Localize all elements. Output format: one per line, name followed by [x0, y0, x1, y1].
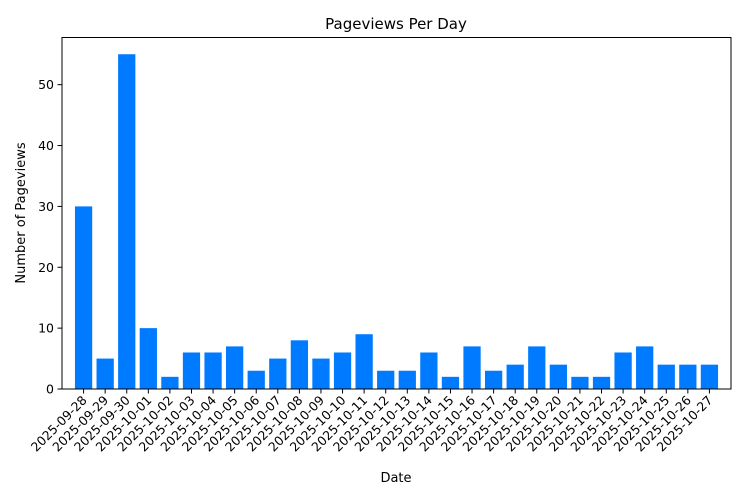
bar-2025-10-10 — [333, 352, 352, 389]
y-tick-label: 50 — [38, 77, 54, 92]
bar-2025-10-02 — [161, 376, 179, 389]
bar-2025-09-29 — [96, 358, 114, 389]
bar-2025-10-14 — [420, 352, 438, 389]
bar-2025-10-06 — [247, 370, 265, 389]
bar-2025-10-16 — [463, 346, 481, 389]
x-axis-label: Date — [380, 471, 411, 486]
bars-group — [74, 54, 719, 389]
bar-2025-09-30 — [118, 54, 136, 389]
bar-2025-10-04 — [204, 352, 222, 389]
bar-2025-10-12 — [377, 370, 395, 389]
y-tick-label: 20 — [38, 260, 54, 275]
bar-2025-10-01 — [139, 328, 157, 389]
bar-2025-10-27 — [700, 364, 719, 389]
bar-2025-10-07 — [269, 358, 287, 389]
bar-2025-10-20 — [549, 364, 567, 389]
y-tick-label: 40 — [38, 138, 54, 153]
y-tick-label: 10 — [38, 321, 54, 336]
plot-frame — [61, 37, 732, 390]
bar-2025-10-26 — [679, 364, 697, 389]
y-axis: 0 10 20 30 40 50 — [38, 77, 62, 397]
bar-2025-10-22 — [592, 376, 611, 389]
bar-2025-10-18 — [506, 364, 524, 389]
bar-2025-10-15 — [441, 376, 460, 389]
y-tick-label: 30 — [38, 199, 54, 214]
bar-2025-10-25 — [657, 364, 675, 389]
bar-2025-10-09 — [312, 358, 330, 389]
bar-2025-10-17 — [484, 370, 503, 389]
y-axis-label: Number of Pageviews — [14, 142, 29, 283]
bar-2025-10-13 — [398, 370, 416, 389]
chart-title: Pageviews Per Day — [325, 15, 467, 33]
bar-2025-10-08 — [290, 340, 309, 389]
bar-2025-10-03 — [182, 352, 201, 389]
bar-2025-10-19 — [528, 346, 546, 389]
bar-2025-10-23 — [614, 352, 632, 389]
x-axis: 2025-09-282025-09-292025-09-302025-10-01… — [28, 389, 716, 454]
bar-2025-10-24 — [636, 346, 654, 389]
bar-2025-10-21 — [571, 376, 589, 389]
y-tick-label: 0 — [46, 382, 54, 397]
bar-2025-09-28 — [74, 206, 93, 389]
bar-2025-10-11 — [355, 334, 373, 389]
bar-2025-10-05 — [226, 346, 244, 389]
